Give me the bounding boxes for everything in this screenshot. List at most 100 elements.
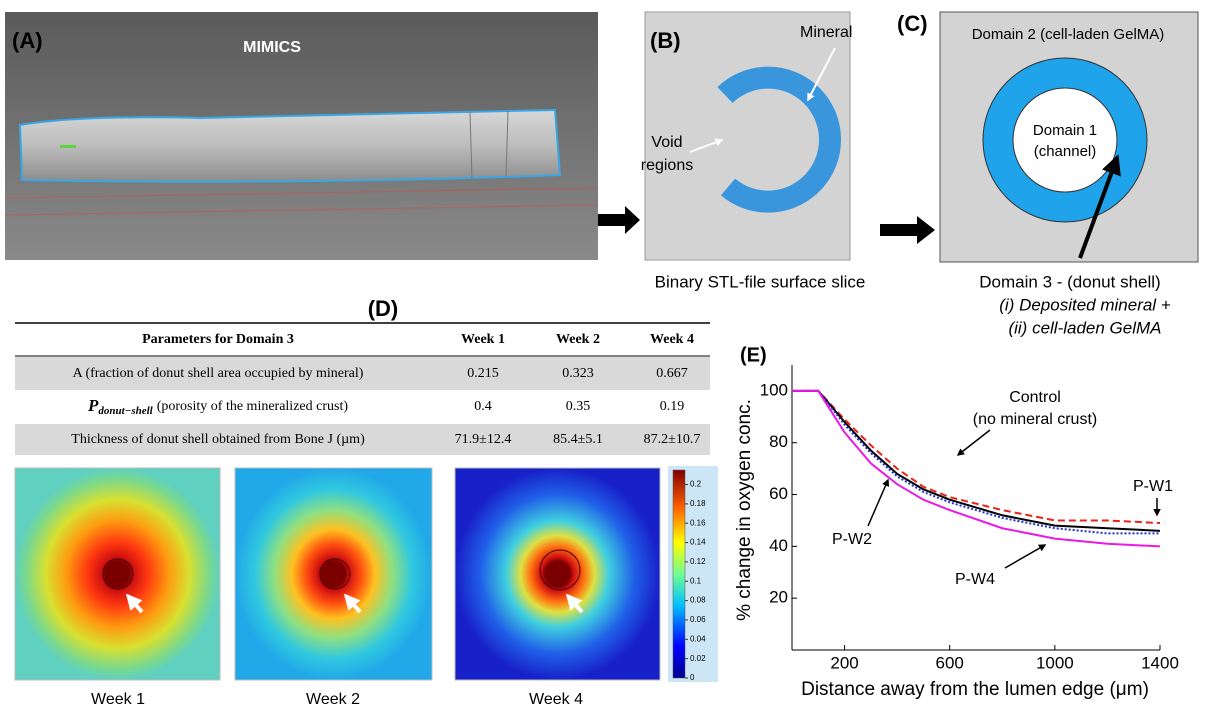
scaffold-model [18,108,562,183]
caption: Binary STL-file surface slice [655,272,866,291]
caption: Domain 3 - (donut shell) [979,272,1160,291]
colorbar-tick-label: 0.12 [690,557,706,566]
domain-label: Domain 2 (cell-laden GelMA) [972,26,1165,43]
x-tick-label: 1400 [1141,653,1179,672]
y-tick-label: 20 [769,588,788,607]
table-row-shade [15,424,710,455]
colorbar-tick-label: 0.02 [690,654,706,663]
channel [1012,87,1118,193]
colorbar-tick-label: 0.2 [690,480,702,489]
colorbar [672,469,686,679]
heatmap-caption: Week 1 [91,691,145,708]
series-label: Control [1009,389,1061,406]
table-header: Week 1 [461,332,505,347]
annotation: regions [641,157,693,174]
line-chart: (E) Distance away from the lumen edge (μ… [734,344,1173,700]
table-cell: 87.2±10.7 [644,432,701,447]
panel-label: (D) [368,296,399,321]
heatmap-arrow [125,593,144,614]
y-tick-label: 80 [769,432,788,451]
caption: (ii) cell-laden GelMA [1008,318,1161,337]
y-tick-label: 100 [760,380,788,399]
y-tick-label: 60 [769,484,788,503]
colorbar-tick-label: 0.16 [690,518,706,527]
table-cell: Pdonut−shell (porosity of the mineralized… [87,396,348,417]
heatmap-arrow [565,593,584,614]
panel-label: (E) [740,344,767,366]
colorbar-tick-label: 0 [690,673,695,682]
x-tick-label: 200 [830,653,858,672]
scaffold-crack [469,111,473,179]
series-line [792,389,1161,548]
panel-label: (C) [897,11,928,36]
annotation: Void [651,134,682,151]
heatmap-caption: Week 2 [306,691,360,708]
series-label: P-W4 [955,571,995,588]
heatmap [454,467,661,681]
colorbar-tick-label: 0.06 [690,615,706,624]
x-tick-label: 600 [936,653,964,672]
caption: (i) Deposited mineral + [999,295,1171,314]
parameter-table: Parameters for Domain 3 Week 1 Week 2 We… [15,322,710,455]
x-axis-label: Distance away from the lumen edge (μm) [801,679,1149,700]
colorbar-tick-label: 0.08 [690,596,706,605]
series-note: (no mineral crust) [973,411,1097,428]
heatmap [14,467,221,681]
guide-line [4,204,599,216]
series-line [792,389,1161,532]
annotation-arrow [956,429,991,456]
mineral-ring [717,66,841,213]
colorbar-tick-label: 0.1 [690,576,702,585]
table-cell: 0.35 [566,399,591,414]
table-header: Week 4 [650,332,694,347]
flow-arrow [880,216,935,244]
table-row-shade [15,357,710,390]
domain-label: (channel) [1034,143,1097,160]
flow-arrow [598,206,640,234]
table-cell: 0.667 [656,366,688,381]
cell-text: (porosity of the mineralized crust) [157,399,349,414]
colorbar-tick-label: 0.14 [690,538,706,547]
colorbar-tick-label: 0.04 [690,634,706,643]
stl-background [644,11,851,261]
guide-line [4,187,599,199]
table-cell: 0.19 [660,399,685,414]
table-cell: 71.9±12.4 [455,432,512,447]
series-line [792,389,1161,525]
y-tick-label: 40 [769,536,788,555]
panel-label: (A) [12,28,43,53]
subscript: donut−shell [98,405,153,417]
table-header: Week 2 [556,332,600,347]
annotation-arrow [689,138,724,153]
series-line [792,389,1160,535]
table-cell: Thickness of donut shell obtained from B… [71,432,365,447]
x-tick-label: 1000 [1036,653,1074,672]
colorbar-tick-label: 0.18 [690,499,706,508]
annotation-arrow [1004,544,1047,569]
heatmap-caption: Week 4 [529,691,583,708]
series-label: P-W2 [832,531,872,548]
annotation: Mineral [800,24,852,41]
scaffold-crack [505,110,509,178]
symbol: P [87,396,99,415]
y-axis-label: % change in oxygen conc. [734,399,755,621]
shell-outline [102,558,134,590]
table-cell: 85.4±5.1 [553,432,603,447]
domain-label: Domain 1 [1033,122,1097,139]
marker [60,145,76,148]
table-cell: A (fraction of donut shell area occupied… [73,366,364,381]
annotation-arrow [807,47,836,102]
series-label: P-W1 [1133,478,1173,495]
annotation-arrow [867,478,890,527]
table-cell: 0.323 [562,366,594,381]
heatmap [234,467,433,681]
annotation-arrow [1078,154,1121,259]
panel-label: (B) [650,28,681,53]
table-cell: 0.215 [467,366,499,381]
table-cell: 0.4 [474,399,492,414]
shell-outline [539,549,581,591]
shell-outline [319,558,351,590]
panel-title: MIMICS [243,39,301,56]
